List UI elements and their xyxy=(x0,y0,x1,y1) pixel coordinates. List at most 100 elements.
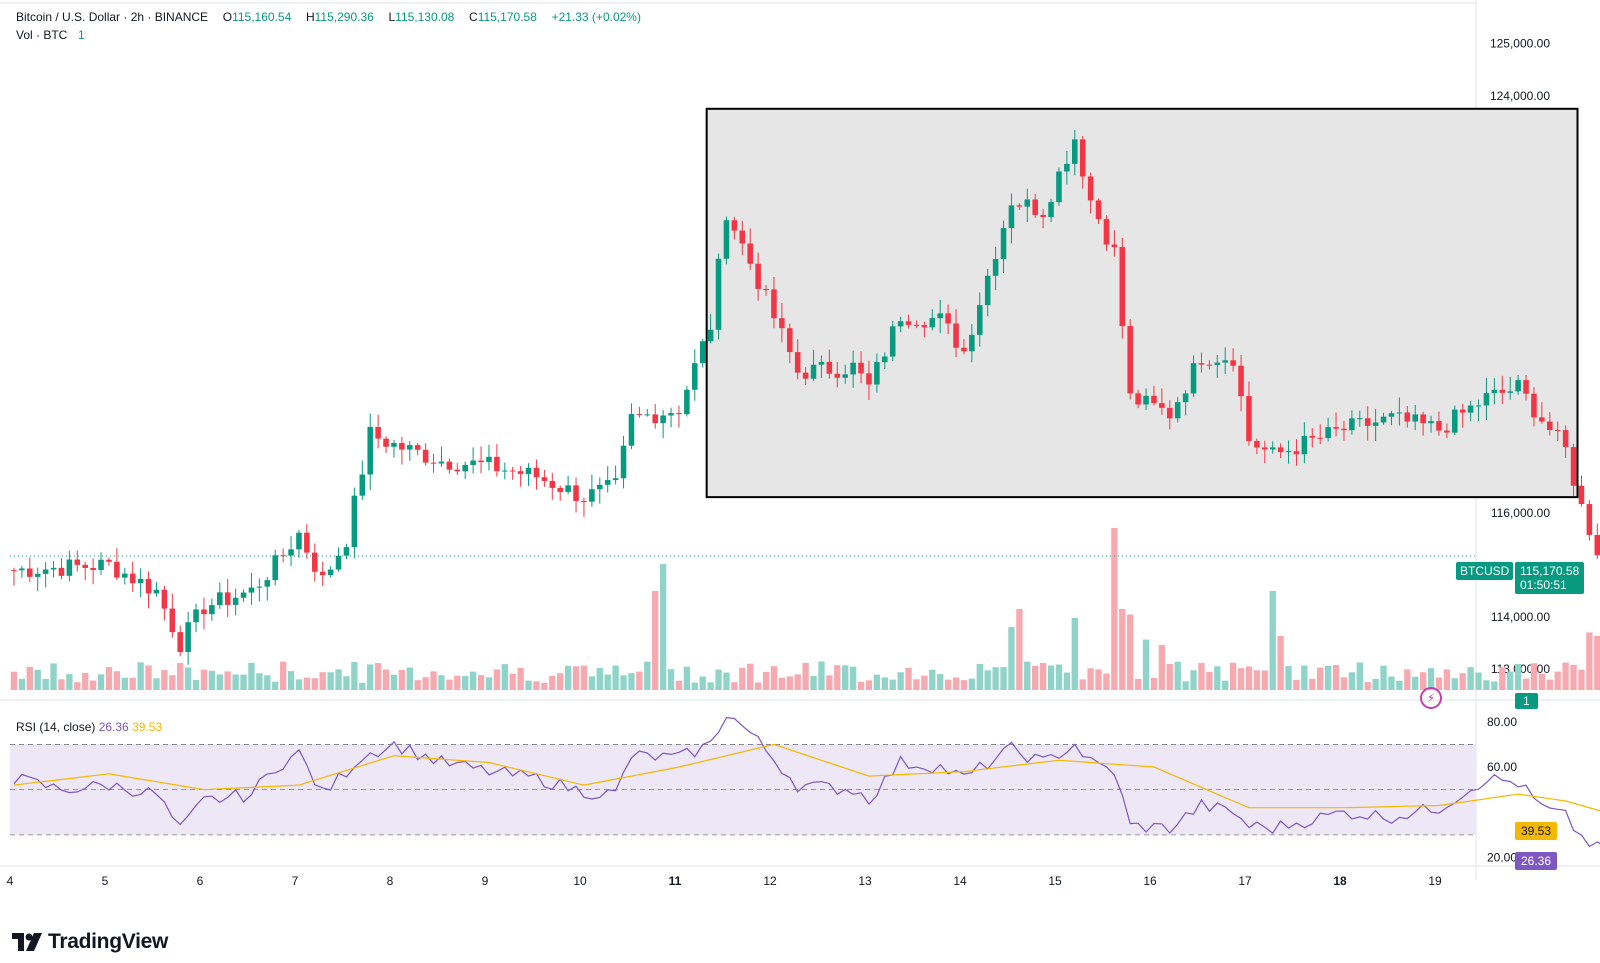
volume-bar xyxy=(802,662,809,690)
volume-bar xyxy=(604,674,611,690)
volume-bar xyxy=(1000,667,1007,690)
volume-bar xyxy=(1332,665,1340,690)
candle-body xyxy=(1143,395,1149,405)
candle-body xyxy=(90,567,96,571)
rsi-tag-value: 26.36 xyxy=(1521,854,1552,868)
candle-body xyxy=(430,462,437,464)
volume-bar xyxy=(224,671,231,690)
volume-bar xyxy=(1063,672,1071,690)
candle-body xyxy=(612,478,619,481)
volume-bar xyxy=(1491,681,1498,690)
volume-label: Vol · BTC xyxy=(16,28,68,42)
rsi-ma-line xyxy=(13,743,1600,812)
candle-body xyxy=(1277,447,1284,452)
volume-bar xyxy=(1047,665,1055,690)
volume-bar xyxy=(113,671,121,690)
candle-body xyxy=(763,288,769,290)
price-chart[interactable]: 125,000.00124,000.00123,000.00122,000.00… xyxy=(0,0,1600,900)
candle-body xyxy=(58,567,65,576)
volume-bar xyxy=(881,677,888,690)
volume-bar xyxy=(913,679,920,690)
candle-body xyxy=(288,549,294,556)
candle-body xyxy=(557,487,563,492)
candle-body xyxy=(549,480,556,488)
volume-bar xyxy=(675,680,683,690)
candle-body xyxy=(628,414,635,446)
volume-bar xyxy=(921,675,928,690)
candle-body xyxy=(1198,363,1205,365)
candle-body xyxy=(787,328,793,353)
candle-body xyxy=(193,609,199,623)
candle-body xyxy=(42,569,49,574)
candle-body xyxy=(620,445,627,479)
candle-body xyxy=(280,555,286,557)
candle-body xyxy=(565,485,571,492)
volume-bar xyxy=(1483,680,1490,690)
volume-bar xyxy=(699,676,706,690)
volume-bar xyxy=(1261,670,1268,690)
candle-body xyxy=(889,326,896,357)
lightning-icon[interactable]: ⚡ xyxy=(1420,687,1442,709)
volume-bar xyxy=(184,667,192,690)
volume-bar xyxy=(1467,667,1474,690)
volume-bar xyxy=(652,591,659,690)
candle-body xyxy=(771,289,777,319)
candle-body xyxy=(707,329,714,342)
candle-body xyxy=(1016,205,1023,207)
candle-body xyxy=(984,275,991,306)
brand-name: TradingView xyxy=(48,930,169,953)
candle-body xyxy=(1254,440,1260,448)
volume-tag: 1 xyxy=(1515,693,1538,709)
volume-bar xyxy=(636,671,643,690)
symbol-title: Bitcoin / U.S. Dollar · 2h · BINANCE xyxy=(16,10,209,24)
volume-bar xyxy=(121,677,128,690)
candle-body xyxy=(383,438,389,447)
volume-bar xyxy=(747,663,754,690)
candle-body xyxy=(747,243,753,264)
candle-body xyxy=(882,356,888,363)
candle-body xyxy=(327,569,334,576)
volume-bar xyxy=(430,671,437,690)
candle-body xyxy=(296,532,302,550)
candle-body xyxy=(248,587,255,593)
candle-body xyxy=(335,555,342,570)
volume-bar xyxy=(612,665,619,690)
candle-body xyxy=(98,559,104,571)
volume-bar xyxy=(1514,663,1522,690)
rsi-label: RSI (14, close) xyxy=(16,720,96,734)
volume-bar xyxy=(1348,672,1356,690)
candle-body xyxy=(502,470,508,472)
volume-bar xyxy=(469,671,477,690)
change-value: +21.33 (+0.02%) xyxy=(551,10,641,24)
volume-bar xyxy=(279,661,287,690)
candle-body xyxy=(874,362,880,385)
volume-bar xyxy=(493,669,501,690)
time-axis-label: 13 xyxy=(858,874,872,888)
volume-bar xyxy=(327,672,334,690)
volume-bar xyxy=(873,674,881,690)
time-axis-label: 6 xyxy=(197,874,204,888)
candle-body xyxy=(478,460,484,463)
volume-bar xyxy=(256,673,263,690)
candle-body xyxy=(399,442,405,450)
candle-body xyxy=(794,352,801,373)
volume-bar xyxy=(161,670,168,690)
tradingview-logo[interactable]: TradingView xyxy=(12,930,168,954)
volume-bar xyxy=(1222,680,1229,690)
volume-bar xyxy=(1538,673,1546,690)
current-price-tag: 115,170.58 01:50:51 xyxy=(1515,562,1585,594)
rsi-axis-label: 60.00 xyxy=(1487,760,1517,774)
volume-bar xyxy=(1182,681,1189,690)
candle-body xyxy=(913,324,920,326)
volume-bar xyxy=(1499,667,1506,690)
volume-bar xyxy=(382,669,390,690)
time-axis-label: 7 xyxy=(292,874,299,888)
volume-bar xyxy=(588,676,596,690)
candle-body xyxy=(739,230,746,244)
candle-body xyxy=(74,559,81,565)
volume-bar xyxy=(66,674,73,690)
volume-bar xyxy=(105,667,113,690)
volume-bar xyxy=(89,680,97,690)
volume-bar xyxy=(1237,668,1245,690)
candle-body xyxy=(1349,418,1355,431)
